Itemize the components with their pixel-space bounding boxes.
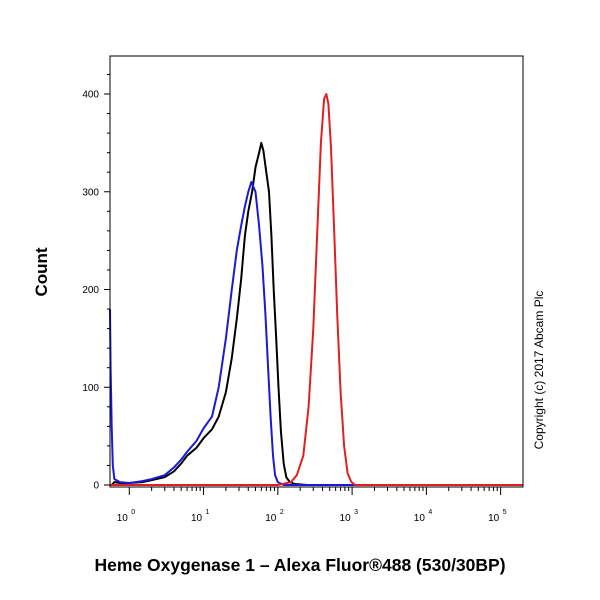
x-tick-label: 103 bbox=[340, 509, 359, 524]
x-tick-exponent: 2 bbox=[280, 509, 284, 516]
x-tick-exponent: 5 bbox=[503, 509, 507, 516]
y-tick-label: 100 bbox=[82, 383, 99, 394]
x-tick-base: 10 bbox=[265, 513, 277, 524]
x-tick-label: 100 bbox=[117, 509, 136, 524]
x-tick-exponent: 3 bbox=[354, 509, 358, 516]
x-tick-base: 10 bbox=[340, 513, 352, 524]
x-tick-exponent: 1 bbox=[206, 509, 210, 516]
plot-frame bbox=[109, 55, 524, 488]
x-tick-label: 102 bbox=[265, 509, 284, 524]
x-tick-base: 10 bbox=[117, 513, 129, 524]
x-tick-base: 10 bbox=[488, 513, 500, 524]
y-tick-label: 400 bbox=[82, 90, 99, 101]
blue-histogram-line bbox=[109, 181, 523, 486]
chart-title: Heme Oxygenase 1 – Alexa Fluor®488 (530/… bbox=[94, 555, 505, 575]
copyright-annotation: Copyright (c) 2017 Abcam Plc bbox=[532, 291, 546, 450]
x-tick-base: 10 bbox=[414, 513, 426, 524]
y-axis-label: Count bbox=[32, 247, 51, 296]
x-tick-label: 104 bbox=[414, 509, 433, 524]
x-tick-base: 10 bbox=[191, 513, 203, 524]
x-tick-exponent: 0 bbox=[131, 509, 135, 516]
y-tick-label: 0 bbox=[93, 481, 99, 492]
x-tick-label: 105 bbox=[488, 509, 507, 524]
x-tick-exponent: 4 bbox=[428, 509, 432, 516]
red-histogram-line bbox=[110, 93, 523, 486]
y-tick-label: 200 bbox=[82, 285, 99, 296]
black-histogram-line bbox=[110, 141, 523, 486]
x-tick-label: 101 bbox=[191, 509, 210, 524]
y-tick-label: 300 bbox=[82, 187, 99, 198]
